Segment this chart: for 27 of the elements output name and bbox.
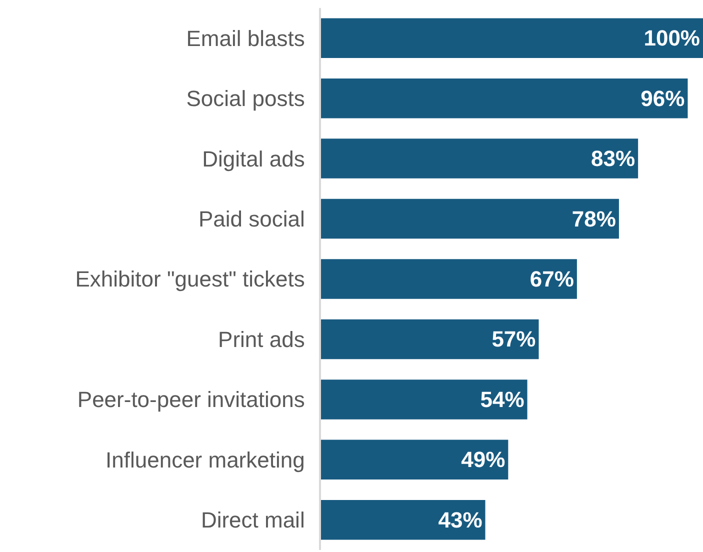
bar [321, 198, 619, 239]
y-tick-label: Email blasts [186, 26, 305, 51]
y-tick-label: Influencer marketing [106, 447, 305, 472]
bar [321, 319, 539, 360]
y-tick-label: Paid social [198, 206, 305, 232]
y-tick-label: Digital ads [202, 146, 305, 172]
y-tick-label: Exhibitor "guest" tickets [75, 266, 305, 292]
bar [321, 138, 638, 178]
data-label: 78% [572, 206, 616, 232]
data-label: 43% [438, 507, 482, 532]
bar [321, 380, 528, 420]
y-tick-label: Print ads [218, 326, 305, 352]
data-label: 83% [591, 146, 636, 172]
data-label: 100% [644, 26, 700, 51]
bar [321, 500, 486, 540]
bar [321, 259, 577, 299]
data-label: 57% [492, 326, 536, 352]
bar [321, 78, 688, 118]
bar [321, 18, 703, 58]
data-label: 96% [640, 86, 685, 111]
data-label: 54% [480, 386, 524, 412]
y-tick-label: Peer-to-peer invitations [77, 387, 305, 412]
y-tick-label: Direct mail [200, 508, 305, 533]
data-label: 49% [461, 447, 506, 472]
data-label: 67% [530, 266, 574, 292]
y-tick-label: Social posts [186, 86, 305, 112]
bar [321, 440, 508, 480]
